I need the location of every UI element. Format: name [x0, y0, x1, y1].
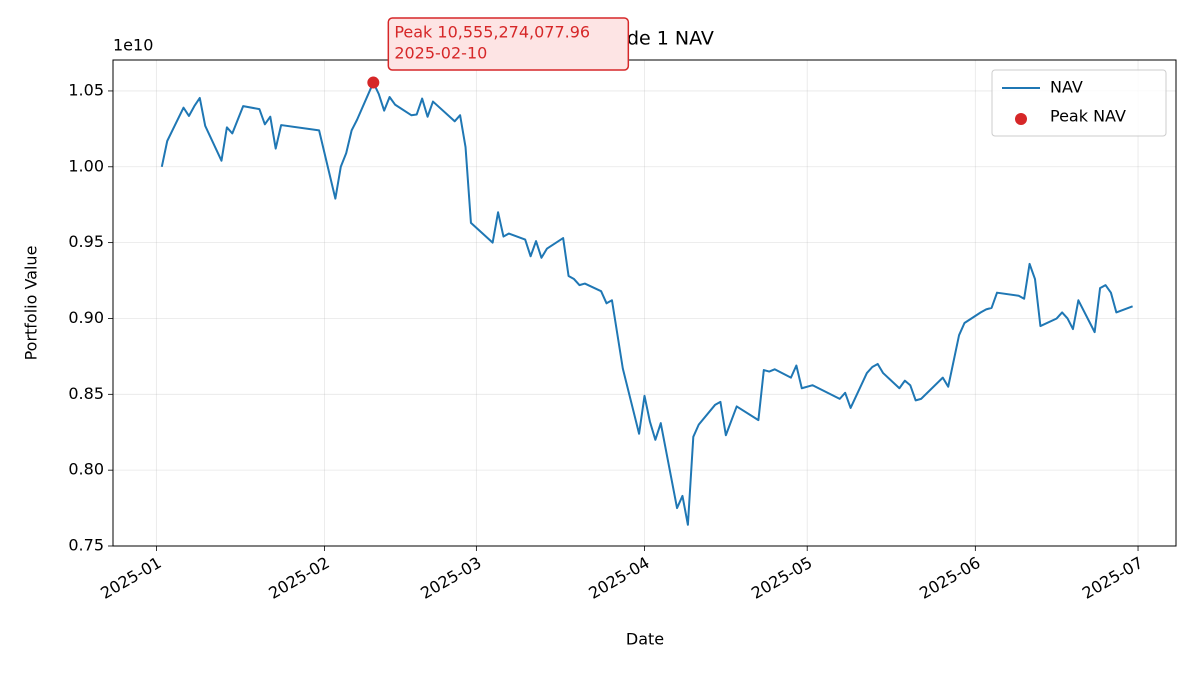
annotation-box	[387, 17, 630, 71]
y-tick-label: 0.80	[68, 460, 104, 479]
peak-annotation: Peak 10,555,274,077.96 2025-02-10	[387, 17, 630, 71]
y-tick-label: 0.90	[68, 308, 104, 327]
y-tick-label: 1.00	[68, 156, 104, 175]
plot-frame	[112, 59, 1177, 547]
annotation-text: Peak 10,555,274,077.96	[394, 23, 590, 42]
legend-box	[991, 69, 1167, 137]
peak-point	[367, 76, 380, 89]
y-tick-label: 0.75	[68, 536, 104, 555]
legend-label: Peak NAV	[1050, 107, 1126, 126]
nav-line	[160, 81, 1133, 526]
legend: NAV Peak NAV	[991, 69, 1167, 137]
x-axis-label: Date	[626, 630, 664, 649]
y-axis-label: Portfolio Value	[22, 246, 41, 361]
legend-swatch	[1015, 113, 1027, 125]
y-offset-label: 1e10	[113, 36, 153, 55]
legend-label: NAV	[1050, 78, 1083, 97]
annotation-text: 2025-02-10	[394, 44, 487, 63]
y-tick-label: 0.95	[68, 232, 104, 251]
y-tick-label: 0.85	[68, 384, 104, 403]
y-tick-label: 1.05	[68, 80, 104, 99]
